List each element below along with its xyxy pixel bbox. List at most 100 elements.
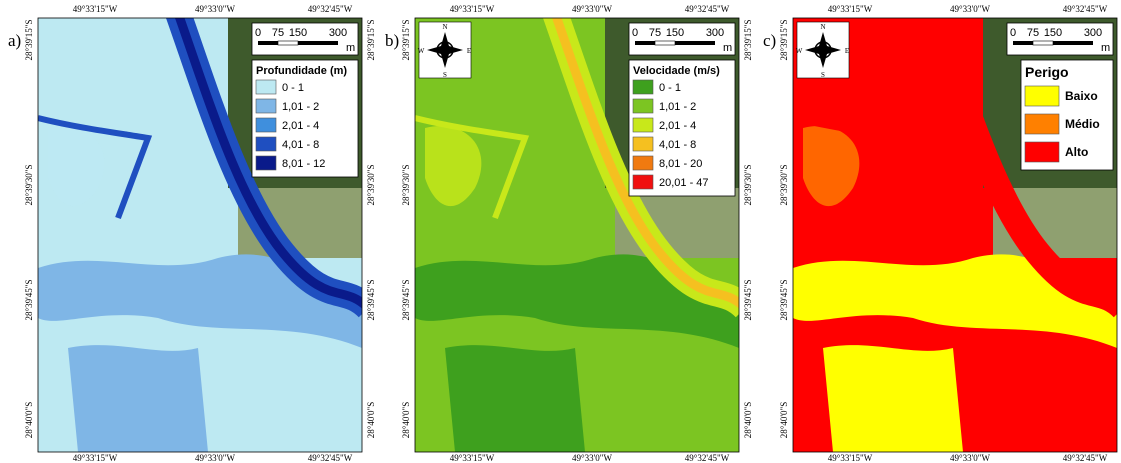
top-tick-label: 49°33'15"W (450, 4, 495, 14)
top-tick-label: 49°33'0"W (572, 4, 612, 14)
right-tick-label: 28°40'0"S (366, 402, 376, 438)
compass-letter: N (442, 23, 447, 31)
panel-label: b) (385, 31, 399, 50)
right-tick-label: 28°39'30"S (366, 165, 376, 206)
scale-label: 150 (1044, 27, 1062, 39)
figure: a) 49°33'15"W 49°33'0"W 49°32'45"W 49°33'15"… (0, 0, 1121, 463)
compass-letter: E (845, 47, 849, 55)
scale-unit: m (346, 42, 355, 54)
legend-swatch (633, 118, 653, 132)
top-tick-label: 49°33'0"W (195, 4, 235, 14)
compass-letter: S (443, 71, 447, 79)
legend-title: Perigo (1025, 64, 1069, 80)
legend-swatch (256, 99, 276, 113)
right-tick-label: 28°39'45"S (743, 280, 753, 321)
scale-seg (258, 41, 278, 45)
legend-swatch (633, 99, 653, 113)
scale-seg (655, 41, 675, 45)
legend-swatch (256, 156, 276, 170)
right-tick-label: 28°39'30"S (743, 165, 753, 206)
page: a) 49°33'15"W 49°33'0"W 49°32'45"W 49°33'15"… (0, 0, 1121, 463)
scale-label: 150 (289, 27, 307, 39)
legend-label: 1,01 - 2 (659, 101, 696, 113)
legend-label: 0 - 1 (659, 82, 681, 94)
scale-seg (1013, 41, 1033, 45)
legend-swatch (256, 137, 276, 151)
scale-label: 0 (632, 27, 638, 39)
bottom-tick-label: 49°33'15"W (828, 453, 873, 463)
top-tick-label: 49°32'45"W (308, 4, 353, 14)
top-tick-label: 49°33'15"W (828, 4, 873, 14)
legend-title: Velocidade (m/s) (633, 65, 720, 77)
compass-letter: W (418, 47, 425, 55)
bottom-tick-label: 49°32'45"W (685, 453, 730, 463)
legend-label: 2,01 - 4 (282, 120, 319, 132)
legend-swatch (633, 137, 653, 151)
legend-swatch (1025, 142, 1059, 162)
right-tick-label: 28°39'15"S (366, 20, 376, 61)
right-tick-label: 28°39'15"S (743, 20, 753, 61)
panel-label: a) (8, 31, 21, 50)
scale-label: 75 (1027, 27, 1039, 39)
left-tick-label: 28°40'0"S (401, 402, 411, 438)
left-tick-label: 28°39'15"S (779, 20, 789, 61)
bottom-tick-label: 49°33'0"W (572, 453, 612, 463)
compass-letter: N (820, 23, 825, 31)
legend-label: 4,01 - 8 (659, 139, 696, 151)
scale-label: 0 (1010, 27, 1016, 39)
left-tick-label: 28°39'30"S (24, 165, 34, 206)
compass-letter: E (467, 47, 471, 55)
legend-label: 2,01 - 4 (659, 120, 696, 132)
scale-seg (1053, 41, 1093, 45)
bottom-tick-label: 49°33'0"W (195, 453, 235, 463)
scale-seg (1033, 41, 1053, 45)
scale-label: 300 (329, 27, 347, 39)
top-tick-label: 49°33'15"W (73, 4, 118, 14)
top-tick-label: 49°32'45"W (1063, 4, 1108, 14)
top-tick-label: 49°33'0"W (950, 4, 990, 14)
legend-swatch (256, 80, 276, 94)
left-tick-label: 28°39'30"S (779, 165, 789, 206)
left-tick-label: 28°39'15"S (401, 20, 411, 61)
bottom-tick-label: 49°33'0"W (950, 453, 990, 463)
patch (68, 345, 208, 452)
compass-letter: S (821, 71, 825, 79)
scale-label: 300 (706, 27, 724, 39)
scale-label: 0 (255, 27, 261, 39)
scale-seg (635, 41, 655, 45)
left-tick-label: 28°39'30"S (401, 165, 411, 206)
bottom-tick-label: 49°32'45"W (1063, 453, 1108, 463)
legend-label: 1,01 - 2 (282, 101, 319, 113)
scale-unit: m (723, 42, 732, 54)
bottom-tick-label: 49°33'15"W (450, 453, 495, 463)
left-tick-label: 28°39'45"S (24, 280, 34, 321)
legend-title: Profundidade (m) (256, 65, 347, 77)
left-tick-label: 28°39'45"S (401, 280, 411, 321)
legend-label: 20,01 - 47 (659, 177, 709, 189)
right-tick-label: 28°40'0"S (743, 402, 753, 438)
bottom-tick-label: 49°32'45"W (308, 453, 353, 463)
left-tick-label: 28°40'0"S (779, 402, 789, 438)
legend-swatch (633, 156, 653, 170)
scale-label: 150 (666, 27, 684, 39)
left-tick-label: 28°40'0"S (24, 402, 34, 438)
left-tick-label: 28°39'45"S (779, 280, 789, 321)
panel-label: c) (763, 31, 776, 50)
legend-swatch (633, 175, 653, 189)
compass-letter: W (796, 47, 803, 55)
legend-swatch (1025, 114, 1059, 134)
scale-label: 300 (1084, 27, 1102, 39)
legend-label: 4,01 - 8 (282, 139, 319, 151)
legend-label: 0 - 1 (282, 82, 304, 94)
bottom-tick-label: 49°33'15"W (73, 453, 118, 463)
patch (445, 345, 585, 452)
right-tick-label: 28°39'45"S (366, 280, 376, 321)
legend-swatch (633, 80, 653, 94)
scale-seg (278, 41, 298, 45)
legend-swatch (1025, 86, 1059, 106)
scale-label: 75 (649, 27, 661, 39)
legend-label: Baixo (1065, 89, 1098, 103)
scale-seg (675, 41, 715, 45)
legend-label: Alto (1065, 145, 1088, 159)
legend-label: 8,01 - 20 (659, 158, 702, 170)
